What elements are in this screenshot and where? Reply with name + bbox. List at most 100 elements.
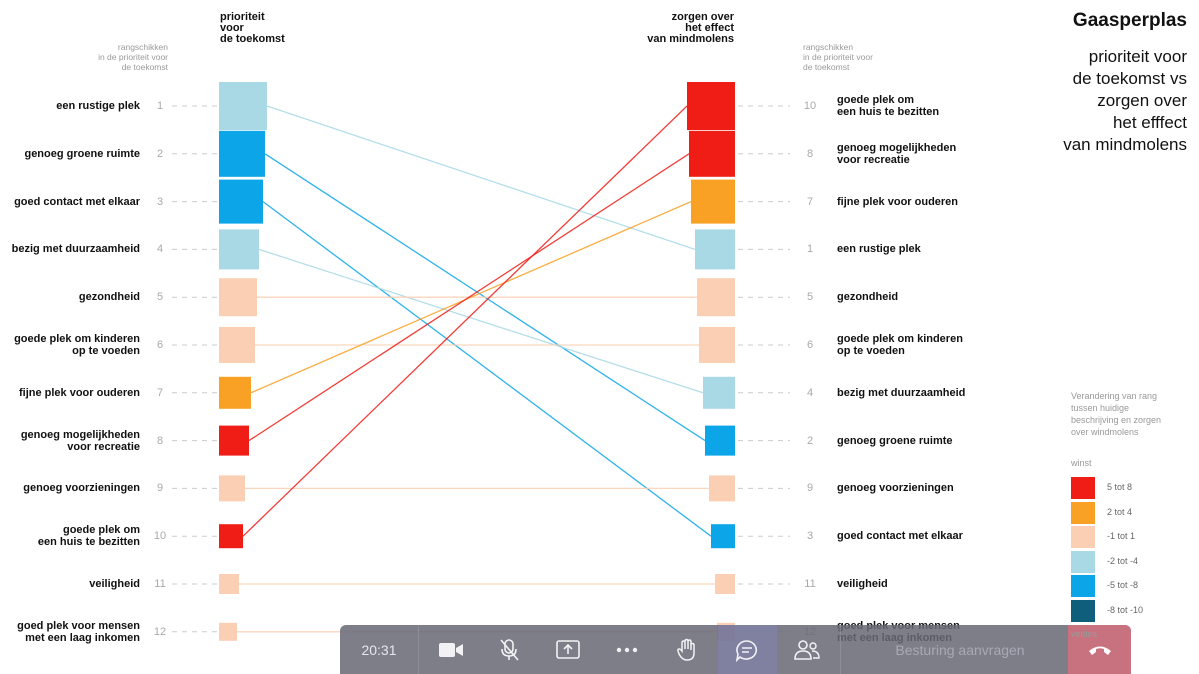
legend-swatch: [1071, 477, 1095, 499]
right-rank-number: 9: [806, 482, 814, 495]
camera-icon: [439, 642, 463, 657]
legend-swatch: [1071, 599, 1095, 622]
right-rank-number: 8: [806, 147, 814, 160]
right-rank-number: 4: [806, 386, 814, 399]
left-rank-square: [219, 327, 255, 363]
left-rank-number: 3: [156, 195, 164, 208]
right-rank-number: 11: [804, 578, 816, 590]
left-item-label: veiligheid: [89, 578, 140, 590]
request-control-button[interactable]: Besturing aanvragen: [895, 641, 1025, 658]
right-rank-number: 2: [806, 434, 814, 447]
right-rank-number: 6: [806, 339, 814, 351]
right-rank-square: [697, 278, 735, 317]
left-rank-number: 9: [156, 482, 164, 495]
right-rank-number: 10: [803, 100, 817, 112]
legend-item: -2 tot -4: [1071, 550, 1181, 573]
legend-label: -2 tot -4: [1107, 555, 1139, 566]
hang-up-button[interactable]: [1068, 625, 1131, 674]
legend-item: -5 tot -8: [1071, 575, 1181, 597]
more-options-button[interactable]: [604, 625, 650, 674]
more-icon: [616, 647, 638, 652]
right-rank-number: 5: [806, 291, 814, 304]
chart-subtitle: prioriteit voor de toekomst vs zorgen ov…: [1063, 47, 1187, 154]
hang-up-icon: [1088, 646, 1111, 655]
right-rank-square: [689, 130, 735, 177]
left-item-label: goede plek om kinderen op te voeden: [14, 333, 140, 357]
legend-label: -1 tot 1: [1107, 531, 1136, 541]
right-axis-subtitle: rangschikken in de prioriteit voor de to…: [803, 42, 873, 72]
legend-swatch: [1071, 550, 1095, 573]
left-rank-square: [219, 82, 267, 130]
connection-line: [248, 153, 690, 442]
left-rank-number: 8: [156, 434, 164, 447]
right-rank-square: [705, 425, 735, 456]
right-item-label: fijne plek voor ouderen: [837, 195, 959, 208]
participants-button[interactable]: [784, 625, 830, 674]
connection-line: [258, 248, 704, 394]
right-item-label: genoeg groene ruimte: [837, 434, 953, 447]
legend-item: -8 tot -10: [1071, 599, 1181, 622]
legend-label: -8 tot -10: [1107, 604, 1144, 615]
chat-button[interactable]: [724, 625, 770, 674]
legend-label: -5 tot -8: [1107, 580, 1139, 590]
left-rank-square: [219, 130, 265, 177]
left-rank-number: 6: [156, 339, 164, 351]
chat-icon: [735, 639, 758, 662]
right-rank-square: [703, 376, 735, 409]
right-item-label: gezondheid: [837, 291, 899, 304]
right-rank-square: [699, 327, 735, 363]
right-item-label: goede plek om een huis te bezitten: [837, 94, 940, 118]
chart-title: Gaasperplas: [1072, 10, 1187, 31]
connection-line: [262, 201, 712, 537]
chat-active-highlight: [718, 625, 777, 674]
left-item-label: bezig met duurzaamheid: [11, 243, 140, 256]
meeting-toolbar: 20:31: [340, 625, 1131, 674]
legend-swatch: [1071, 575, 1095, 597]
legend-bottom-label: verlies: [1071, 629, 1098, 639]
camera-button[interactable]: [428, 625, 474, 674]
raise-hand-icon: [677, 638, 695, 661]
left-rank-square: [219, 574, 239, 594]
right-item-label: goede plek om kinderen op te voeden: [837, 333, 963, 357]
legend-swatch: [1071, 501, 1095, 524]
left-rank-square: [219, 622, 237, 641]
right-item-label: bezig met duurzaamheid: [837, 386, 966, 399]
mute-button[interactable]: [486, 625, 532, 674]
connection-line: [242, 105, 688, 537]
connection-line: [250, 201, 692, 394]
share-screen-button[interactable]: [545, 625, 591, 674]
left-rank-square: [219, 278, 257, 317]
left-rank-number: 4: [156, 243, 164, 256]
left-item-label: goed contact met elkaar: [14, 195, 140, 208]
legend-label: 5 tot 8: [1107, 482, 1133, 492]
left-rank-number: 11: [154, 578, 166, 590]
left-rank-number: 7: [156, 386, 164, 399]
left-item-label: fijne plek voor ouderen: [18, 386, 140, 399]
share-icon: [556, 639, 580, 659]
right-rank-square: [711, 524, 735, 549]
left-item-label: genoeg groene ruimte: [24, 147, 140, 160]
legend-top-label: winst: [1071, 458, 1092, 468]
right-rank-square: [715, 574, 735, 594]
right-item-label: een rustige plek: [837, 243, 921, 256]
left-rank-number: 2: [156, 147, 164, 160]
right-rank-square: [709, 475, 735, 502]
right-rank-square: [687, 82, 735, 130]
legend-item: 5 tot 8: [1071, 477, 1181, 499]
mic-off-icon: [500, 638, 519, 661]
right-column-header: zorgen over het effect van mindmolens: [647, 11, 734, 45]
right-item-label: genoeg voorzieningen: [837, 482, 954, 495]
right-rank-square: [691, 179, 735, 224]
right-item-label: goed contact met elkaar: [837, 530, 963, 543]
left-rank-square: [219, 524, 243, 549]
left-item-label: goede plek om een huis te bezitten: [37, 524, 140, 549]
left-rank-number: 5: [156, 291, 164, 304]
left-item-label: genoeg mogelijkheden voor recreatie: [20, 428, 140, 453]
legend-item: 2 tot 4: [1071, 501, 1181, 524]
left-axis-subtitle: rangschikken in de prioriteit voor de to…: [98, 42, 168, 72]
right-item-label: veiligheid: [837, 578, 888, 590]
raise-hand-button[interactable]: [664, 625, 710, 674]
legend-title: Verandering van rang tussen huidige besc…: [1071, 391, 1162, 437]
